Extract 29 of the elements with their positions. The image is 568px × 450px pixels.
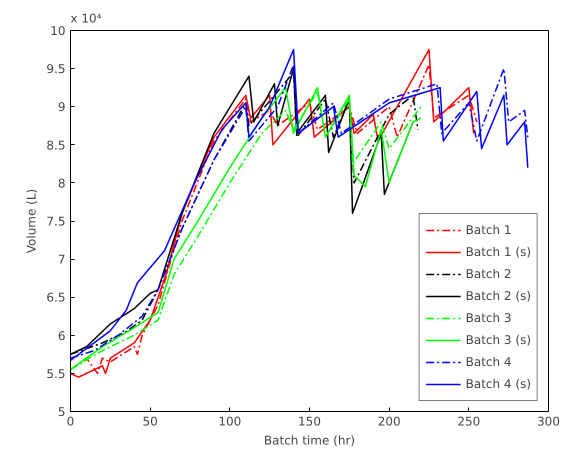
y-tick-label: 7 (58, 252, 66, 267)
y-axis-title: Volume (L) (24, 188, 38, 254)
y-tick-label: 5 (58, 405, 66, 419)
text: x 10⁴ (70, 12, 102, 26)
legend-label: Batch 4 (s) (466, 377, 531, 391)
legend-label: Batch 3 (s) (466, 333, 531, 347)
y-tick-label: 9.5 (46, 62, 66, 76)
y-tick-label: 10 (50, 24, 66, 38)
legend-label: Batch 1 (466, 223, 512, 237)
y-tick-label: 6.5 (46, 290, 66, 305)
legend-label: Batch 4 (466, 355, 512, 369)
legend-label: Batch 2 (466, 267, 512, 281)
x-tick-label: 50 (142, 414, 158, 428)
x-tick-label: 100 (218, 414, 242, 428)
y-tick-label: 5.5 (46, 366, 66, 381)
y-tick-label: 8 (58, 176, 66, 190)
x-tick-label: 0 (66, 414, 74, 428)
legend-label: Batch 1 (s) (466, 245, 531, 259)
legend-label: Batch 2 (s) (466, 289, 531, 303)
y-tick-label: 7.5 (46, 214, 66, 228)
y-tick-label: 9 (58, 100, 66, 114)
x-tick-label: 250 (457, 414, 480, 428)
x-tick-label: 150 (298, 414, 321, 428)
y-tick-label: 6 (58, 328, 66, 343)
x-tick-label: 300 (537, 414, 560, 428)
y-tick-label: 8.5 (46, 138, 66, 152)
x-tick-label: 200 (378, 414, 401, 428)
x-axis-title: Batch time (hr) (264, 434, 356, 448)
legend-label: Batch 3 (466, 311, 512, 325)
